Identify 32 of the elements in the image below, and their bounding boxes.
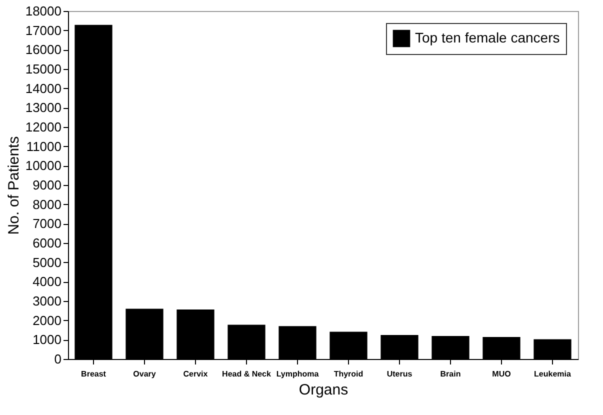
y-tick-label: 8000 [32, 196, 62, 212]
y-axis-title: No. of Patients [5, 136, 22, 235]
y-tick-label: 11000 [26, 138, 62, 154]
y-tick-label: 2000 [32, 312, 62, 328]
x-tick-label: MUO [492, 370, 511, 378]
y-tick-label: 4000 [32, 274, 62, 290]
y-tick-label: 13000 [25, 100, 62, 116]
y-tick-label: 12000 [25, 120, 62, 134]
y-tick-label: 14000 [25, 80, 62, 96]
x-tick-label: Lymphoma [276, 370, 320, 378]
y-tick-label: 0 [54, 352, 62, 366]
x-tick-label: Head & Neck [222, 370, 272, 378]
y-tick-label: 3000 [32, 294, 62, 308]
x-tick-label: Brain [440, 370, 461, 378]
y-tick-label: 17000 [25, 22, 62, 38]
y-tick-label: 6000 [32, 236, 62, 250]
x-tick-label: Breast [81, 370, 106, 378]
y-tick-label: 7000 [32, 216, 62, 232]
y-tick-label: 1000 [32, 332, 62, 348]
x-tick-label: Cervix [183, 370, 208, 378]
y-tick-label: 18000 [25, 4, 62, 18]
x-tick-label: Thyroid [334, 370, 364, 378]
x-tick-label: Ovary [133, 370, 156, 378]
legend-label: Top ten female cancers [415, 30, 560, 46]
y-tick-label: 5000 [32, 254, 62, 270]
x-axis-title: Organs [298, 382, 348, 398]
x-tick-label: Leukemia [534, 370, 572, 378]
y-tick-label: 15000 [25, 62, 62, 76]
y-tick-label: 10000 [25, 158, 62, 174]
x-tick-label: Uterus [386, 370, 413, 378]
y-tick-label: 16000 [25, 42, 62, 58]
y-tick-label: 9000 [32, 178, 62, 192]
